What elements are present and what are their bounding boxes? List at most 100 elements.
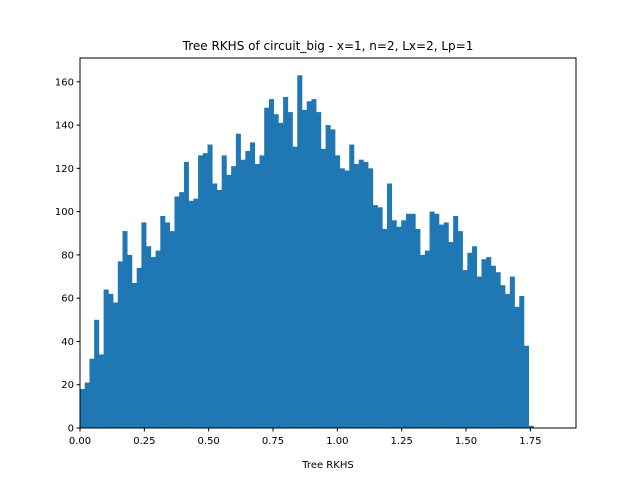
histogram-bar <box>165 222 171 428</box>
histogram-bar <box>131 283 137 428</box>
histogram-bar <box>401 220 407 428</box>
histogram-bar <box>250 142 256 428</box>
x-tick-label: 0.50 <box>198 436 220 447</box>
histogram-bar <box>235 133 241 429</box>
histogram-bars <box>80 75 534 429</box>
histogram-bar <box>216 189 222 428</box>
histogram-bar <box>363 161 369 429</box>
histogram-bar <box>490 265 496 428</box>
histogram-bar <box>150 257 156 428</box>
histogram-bar <box>245 151 251 429</box>
x-axis-ticks: 0.00 0.25 0.50 0.75 1.00 1.25 1.50 1.75 <box>69 428 542 447</box>
histogram-bar <box>113 302 119 428</box>
histogram-bar <box>481 259 487 428</box>
histogram-bar <box>476 276 482 428</box>
chart-title: Tree RKHS of circuit_big - x=1, n=2, Lx=… <box>182 39 474 53</box>
histogram-bar <box>353 164 359 428</box>
histogram-bar <box>410 213 416 428</box>
histogram-bar <box>457 231 463 428</box>
histogram-bar <box>278 122 284 428</box>
histogram-bar <box>193 198 199 428</box>
histogram-bar <box>316 112 322 428</box>
histogram-bar <box>472 246 478 428</box>
histogram-bar <box>160 215 166 428</box>
histogram-bar <box>264 107 270 429</box>
y-tick-label: 20 <box>61 380 74 391</box>
histogram-bar <box>183 161 189 429</box>
histogram-bar <box>259 155 265 428</box>
histogram-bar <box>335 155 341 428</box>
histogram-bar <box>231 166 237 428</box>
y-tick-label: 160 <box>55 77 74 88</box>
histogram-bar <box>127 254 133 428</box>
histogram-bar <box>434 213 440 428</box>
y-tick-label: 60 <box>61 294 74 305</box>
y-tick-label: 100 <box>55 207 74 218</box>
histogram-bar <box>509 276 515 428</box>
histogram-bar <box>486 257 492 428</box>
histogram-bar <box>438 224 445 428</box>
histogram-bar <box>188 200 194 428</box>
histogram-bar <box>320 148 326 428</box>
histogram-bar <box>254 164 260 428</box>
histogram-bar <box>311 99 317 429</box>
histogram-bar <box>221 155 227 428</box>
x-axis-label: Tree RKHS <box>301 460 353 471</box>
histogram-bar <box>448 241 454 428</box>
histogram-bar <box>207 144 213 429</box>
y-axis-ticks: 0 20 40 60 80 100 120 140 160 <box>55 77 80 435</box>
histogram-bar <box>372 205 378 428</box>
x-tick-label: 1.00 <box>326 436 348 447</box>
histogram-bar <box>495 272 501 428</box>
histogram-bar <box>287 112 293 428</box>
histogram-bar <box>169 231 175 428</box>
histogram-bar <box>443 222 449 428</box>
histogram-bar <box>268 99 274 429</box>
histogram-bar <box>94 319 100 428</box>
x-tick-label: 0.75 <box>262 436 284 447</box>
histogram-bar <box>420 254 426 428</box>
histogram-bar <box>146 246 152 428</box>
histogram-bar <box>524 345 530 428</box>
histogram-bar <box>98 354 104 428</box>
histogram-bar <box>391 220 397 428</box>
histogram-bar <box>528 425 534 428</box>
x-tick-label: 1.25 <box>391 436 413 447</box>
histogram-bar <box>519 296 525 428</box>
x-tick-label: 1.75 <box>519 436 541 447</box>
histogram-bar <box>500 285 506 428</box>
histogram-bar <box>103 289 109 428</box>
histogram-bar <box>344 170 350 428</box>
x-tick-label: 0.00 <box>69 436 91 447</box>
histogram-bar <box>514 306 520 428</box>
histogram-bar <box>339 168 345 428</box>
histogram-bar <box>297 75 303 428</box>
plot-frame <box>79 57 577 429</box>
histogram-bar <box>306 101 312 429</box>
histogram-bar <box>462 270 468 428</box>
histogram-bar <box>377 207 383 428</box>
y-tick-label: 80 <box>61 250 74 261</box>
histogram-bar <box>415 228 421 428</box>
y-tick-label: 140 <box>55 121 74 132</box>
histogram-bar <box>198 155 204 428</box>
histogram-bar <box>292 146 298 428</box>
histogram-bar <box>387 183 393 428</box>
histogram-bar <box>212 183 218 428</box>
histogram-bar <box>273 114 279 428</box>
histogram-bar <box>89 358 95 428</box>
y-tick-label: 120 <box>55 164 74 175</box>
histogram-bar <box>330 129 336 428</box>
histogram-bar <box>505 293 511 428</box>
histogram-bar <box>226 174 232 428</box>
histogram-bar <box>325 125 331 428</box>
histogram-bar <box>453 215 459 428</box>
histogram-bar <box>179 192 185 428</box>
histogram-bar <box>174 196 180 428</box>
histogram-bar <box>240 159 246 428</box>
histogram-bar <box>283 96 289 428</box>
histogram-bar <box>368 168 374 428</box>
histogram-bar <box>358 159 364 428</box>
histogram-bar <box>108 293 114 428</box>
